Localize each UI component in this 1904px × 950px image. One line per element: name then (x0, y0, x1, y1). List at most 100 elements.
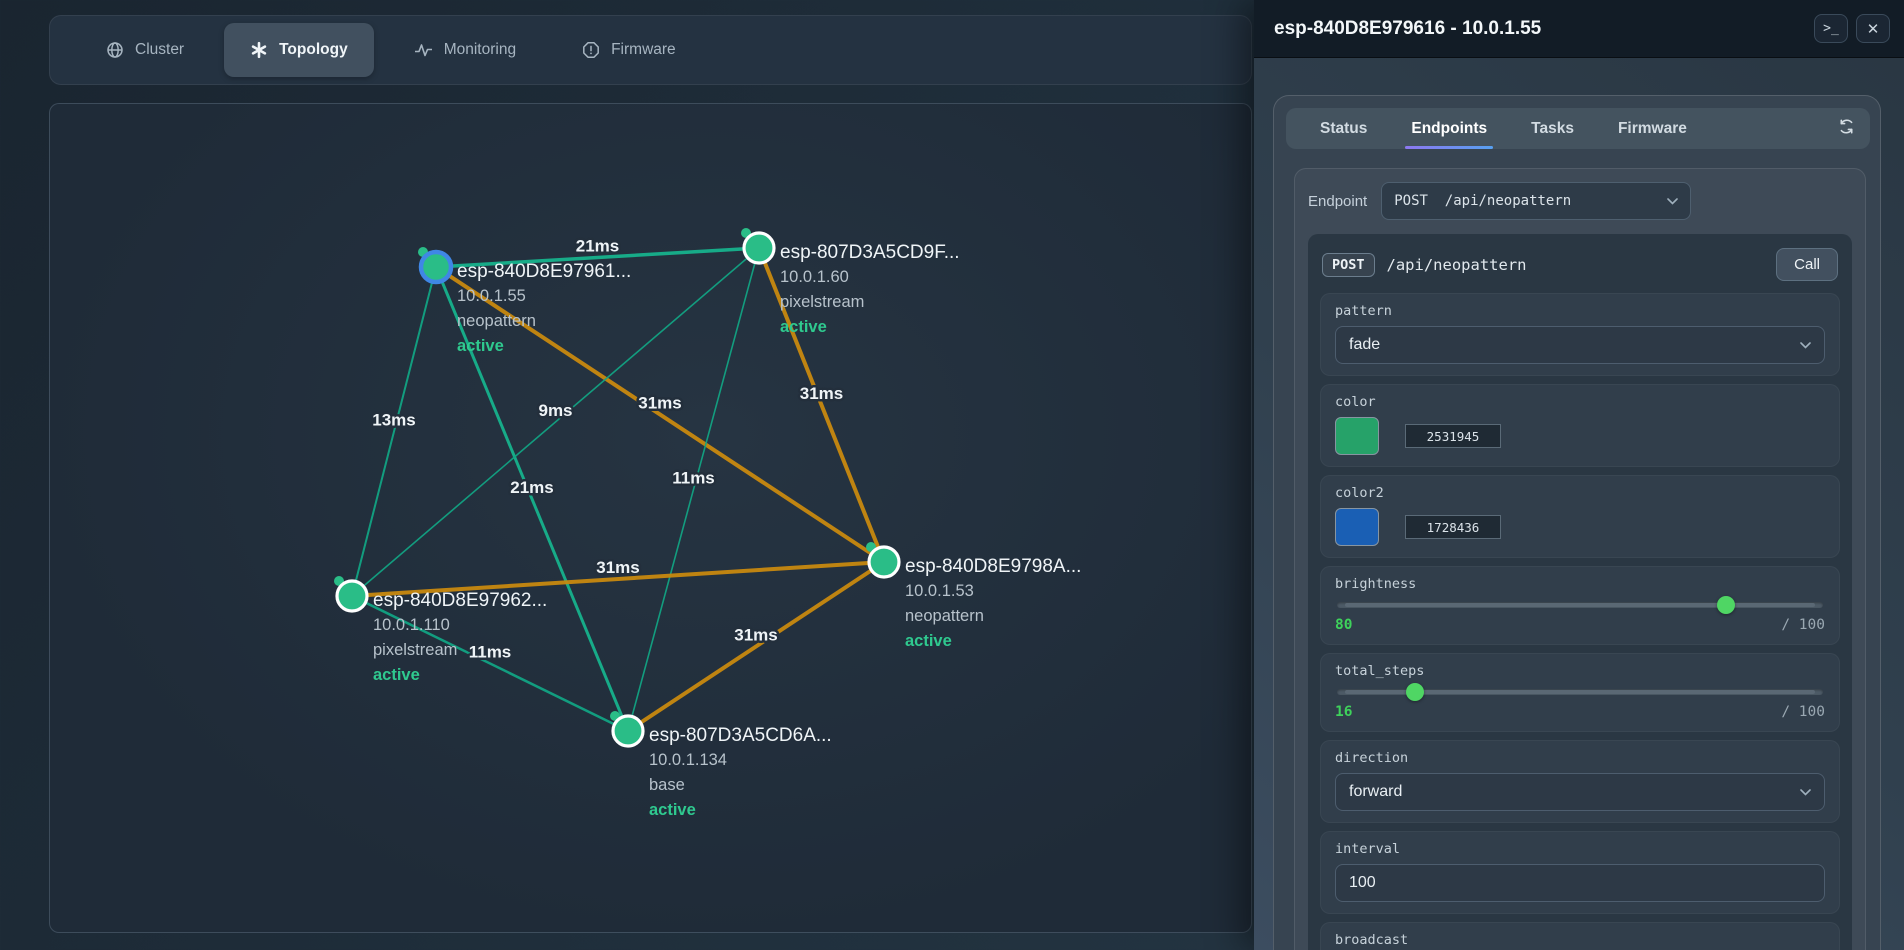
edge-latency-label: 11ms (469, 643, 512, 662)
close-button[interactable]: ✕ (1856, 14, 1890, 43)
interval-input[interactable] (1335, 864, 1825, 902)
node-title: esp-840D8E97961... (457, 261, 631, 282)
node-ip: 10.0.1.60 (780, 268, 849, 286)
nav-item-label: Firmware (611, 41, 676, 58)
field-broadcast: broadcast broadcast (1320, 922, 1840, 950)
field-color2: color2 (1320, 475, 1840, 558)
topology-edge (627, 247, 760, 732)
topology-edge (626, 560, 886, 733)
method-badge: POST (1322, 252, 1375, 277)
endpoint-select[interactable]: POST /api/neopattern (1381, 182, 1692, 220)
chevron-down-icon (1667, 192, 1679, 210)
topology-node[interactable] (742, 231, 776, 265)
color-swatch[interactable] (1335, 417, 1379, 455)
brightness-value: 80 (1335, 617, 1353, 633)
edge-latency-label: 31ms (734, 626, 777, 645)
edge-latency-label: 11ms (672, 469, 715, 488)
topology-canvas[interactable]: 21ms 31ms 13ms 21ms 31ms 9ms 11ms 31ms 31ms 11ms e… (49, 103, 1252, 933)
nav-item-cluster[interactable]: Cluster (80, 23, 210, 77)
pattern-select-value: fade (1349, 336, 1381, 353)
total-steps-slider-thumb[interactable] (1405, 683, 1424, 701)
topology-canvas-svg: 21ms 31ms 13ms 21ms 31ms 9ms 11ms 31ms 31ms 11ms e… (334, 228, 1081, 819)
device-drawer: esp-840D8E979616 - 10.0.1.55 >_ ✕ Status… (1254, 0, 1904, 950)
direction-select[interactable]: forward (1335, 773, 1825, 811)
topology-edge (435, 246, 760, 269)
field-label: broadcast (1335, 932, 1409, 948)
topology-icon (250, 41, 268, 59)
node-role: pixelstream (373, 641, 457, 659)
node-status: active (373, 666, 420, 684)
node-title: esp-807D3A5CD6A... (649, 725, 832, 746)
tab-tasks[interactable]: Tasks (1531, 120, 1574, 137)
field-pattern: pattern fade (1320, 293, 1840, 376)
pattern-select[interactable]: fade (1335, 326, 1825, 364)
topology-edge (434, 265, 886, 564)
field-label: direction (1335, 750, 1409, 766)
node-status: active (905, 632, 952, 650)
firmware-icon (582, 41, 600, 59)
brightness-slider-thumb[interactable] (1716, 596, 1735, 614)
edge-latency-label: 21ms (510, 478, 553, 497)
nav-item-monitoring[interactable]: Monitoring (388, 23, 542, 77)
nav-item-label: Topology (279, 41, 348, 58)
topology-edge (757, 247, 886, 563)
field-label: total_steps (1335, 663, 1425, 679)
request-card: POST /api/neopattern Call pattern fade (1308, 234, 1852, 950)
chevron-down-icon (1800, 783, 1811, 801)
edge-latency-label: 9ms (538, 401, 572, 420)
tab-firmware[interactable]: Firmware (1617, 120, 1687, 137)
node-title: esp-840D8E97962... (373, 590, 547, 611)
topology-node[interactable] (418, 249, 454, 285)
field-direction: direction forward (1320, 740, 1840, 823)
color2-swatch[interactable] (1335, 508, 1379, 546)
refresh-icon (1838, 118, 1855, 140)
topology-edge (351, 560, 885, 598)
topology-node[interactable] (335, 579, 369, 613)
field-interval: interval (1320, 831, 1840, 914)
node-status: active (649, 801, 696, 819)
tab-endpoints[interactable]: Endpoints (1389, 108, 1509, 149)
total-steps-value: 16 (1335, 704, 1353, 720)
endpoint-select-value: POST /api/neopattern (1394, 193, 1572, 209)
topology-node[interactable] (611, 714, 645, 748)
request-path: /api/neopattern (1386, 255, 1527, 274)
brightness-slider[interactable] (1337, 596, 1823, 614)
tab-status[interactable]: Status (1320, 120, 1368, 137)
device-panel-card: Status Endpoints Tasks Firmware Endpoint (1273, 95, 1881, 950)
brightness-max: / 100 (1781, 617, 1825, 633)
nav-item-firmware[interactable]: Firmware (556, 23, 702, 77)
topology-edge (351, 594, 629, 733)
edge-latency-label: 31ms (800, 384, 843, 403)
color2-value-input[interactable] (1405, 515, 1501, 539)
field-label: brightness (1335, 576, 1417, 592)
color-value-input[interactable] (1405, 424, 1501, 448)
drawer-tab-bar: Status Endpoints Tasks Firmware (1286, 108, 1870, 149)
total-steps-slider[interactable] (1337, 683, 1823, 701)
pulse-icon (414, 41, 433, 59)
nav-item-label: Monitoring (443, 41, 517, 58)
topology-node[interactable] (867, 545, 901, 579)
node-role: base (649, 776, 685, 794)
node-ip: 10.0.1.55 (457, 287, 526, 305)
call-button[interactable]: Call (1776, 248, 1838, 281)
terminal-button[interactable]: >_ (1814, 14, 1848, 43)
edge-latency-label: 21ms (576, 237, 619, 256)
endpoint-label: Endpoint (1308, 192, 1368, 210)
node-ip: 10.0.1.53 (905, 582, 974, 600)
refresh-button[interactable] (1832, 115, 1860, 143)
endpoint-section: Endpoint POST /api/neopattern POST /api/… (1294, 168, 1866, 950)
total-steps-max: / 100 (1781, 704, 1825, 720)
field-label: pattern (1335, 303, 1392, 319)
drawer-title: esp-840D8E979616 - 10.0.1.55 (1274, 17, 1542, 39)
nav-item-label: Cluster (135, 41, 185, 58)
edge-latency-label: 31ms (638, 394, 681, 413)
node-ip: 10.0.1.134 (649, 751, 727, 769)
topology-edge (351, 247, 760, 597)
node-title: esp-840D8E9798A... (905, 556, 1081, 577)
nav-item-topology[interactable]: Topology (224, 23, 374, 77)
field-color: color (1320, 384, 1840, 467)
field-label: color (1335, 394, 1376, 410)
edge-latency-label: 13ms (372, 411, 415, 430)
globe-icon (106, 41, 124, 59)
top-navbar: Cluster Topology Monitoring Firmwar (49, 15, 1252, 85)
